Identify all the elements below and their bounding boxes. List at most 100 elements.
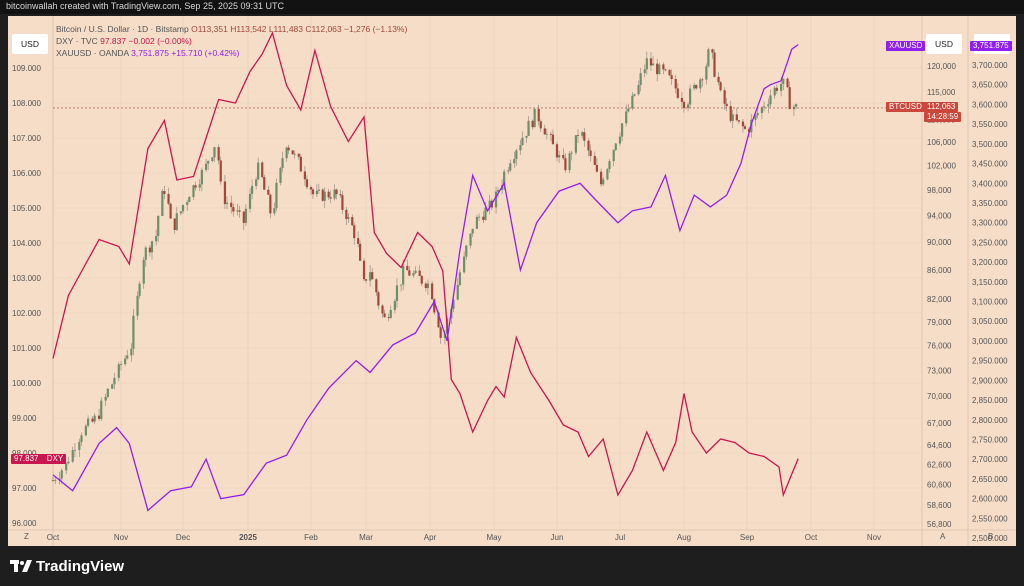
candle-body xyxy=(595,164,598,172)
btc-tick-label: 106,000 xyxy=(927,138,956,147)
candle-body xyxy=(148,247,152,253)
chart-frame[interactable]: 109.000 108.000 107.000 106.000 105.000 104.0… xyxy=(8,16,1016,546)
candle-body xyxy=(279,168,282,183)
time-tick-label: Oct xyxy=(805,533,818,542)
chart-canvas[interactable]: 109.000 108.000 107.000 106.000 105.000 104.0… xyxy=(8,16,1016,546)
candle-body xyxy=(181,204,185,212)
dxy-tag-value: 97.837 xyxy=(14,454,39,463)
candle-body xyxy=(627,108,630,112)
candle-body xyxy=(593,155,596,165)
candle-body xyxy=(437,312,440,328)
candle-body xyxy=(341,195,344,210)
tradingview-logo-icon[interactable] xyxy=(10,560,32,572)
candle-body xyxy=(250,185,254,194)
candle-body xyxy=(488,200,491,208)
legend-dxy[interactable]: DXY · TVC 97.837 −0.002 (−0.00%) xyxy=(56,36,192,46)
candle-body xyxy=(471,228,474,234)
candle-body xyxy=(533,108,536,128)
candle-body xyxy=(769,95,772,105)
scale-b-button[interactable]: B xyxy=(988,532,994,541)
legend-dxy-value: 97.837 xyxy=(100,36,127,46)
auto-scale-button[interactable]: A xyxy=(940,532,946,541)
candle-body xyxy=(273,208,276,214)
btc-tick-label: 98,000 xyxy=(927,186,952,195)
candle-body xyxy=(173,218,176,230)
btc-tick-label: 64,600 xyxy=(927,441,952,450)
dxy-series-line xyxy=(52,31,799,498)
candle-body xyxy=(414,270,417,274)
candle-body xyxy=(731,114,734,121)
brand-text[interactable]: TradingView xyxy=(36,558,125,575)
time-tick-label: Jun xyxy=(551,533,564,542)
candle-body xyxy=(539,121,542,129)
candle-body xyxy=(263,177,266,190)
candle-body xyxy=(138,283,141,296)
candle-body xyxy=(463,256,466,273)
candle-body xyxy=(788,87,791,110)
candle-body xyxy=(618,136,622,144)
candle-body xyxy=(399,284,403,286)
candle-body xyxy=(100,400,103,419)
btc-tick-label: 67,000 xyxy=(927,419,952,428)
candle-body xyxy=(760,107,764,113)
candle-body xyxy=(583,132,586,141)
legend-btc-close: C112,063 xyxy=(305,24,342,34)
candle-body xyxy=(161,191,164,216)
candle-body xyxy=(612,149,615,162)
candle-body xyxy=(353,225,356,239)
candle-body xyxy=(543,128,546,135)
candle-body xyxy=(213,147,216,158)
candle-body xyxy=(469,233,472,246)
candle-body xyxy=(309,187,313,190)
btc-currency-label[interactable]: USD xyxy=(926,34,962,54)
xau-tick-label: 3,200.000 xyxy=(972,258,1008,267)
xau-tick-label: 2,600.000 xyxy=(972,495,1008,504)
zoom-button[interactable]: Z xyxy=(24,532,29,541)
xau-series-line xyxy=(52,44,799,512)
candle-body xyxy=(664,69,667,71)
candle-body xyxy=(375,279,378,293)
xau-tick-label: 3,700.000 xyxy=(972,61,1008,70)
legend-xau[interactable]: XAUUSD · OANDA 3,751.875 +15.710 (+0.42%… xyxy=(56,48,239,58)
candle-body xyxy=(608,161,611,170)
xau-tick-label: 3,400.000 xyxy=(972,179,1008,188)
xau-tick-label: 3,600.000 xyxy=(972,100,1008,109)
candle-body xyxy=(465,245,468,257)
xau-tick-label: 2,950.000 xyxy=(972,357,1008,366)
btc-time-tag: 14:28:59 xyxy=(924,112,962,122)
candle-body xyxy=(169,203,172,219)
candle-body xyxy=(232,207,235,212)
candle-body xyxy=(285,147,288,159)
candle-body xyxy=(513,159,516,164)
candle-body xyxy=(475,216,479,229)
left-currency-label[interactable]: USD xyxy=(12,34,48,54)
candle-body xyxy=(676,88,679,98)
btc-value-tag: 112,063 xyxy=(924,102,959,112)
candle-body xyxy=(555,144,559,158)
btc-tick-label: 102,000 xyxy=(927,162,956,171)
candle-body xyxy=(699,79,702,89)
candle-body xyxy=(383,313,386,318)
candle-body xyxy=(130,348,133,356)
dxy-tick-label: 102.000 xyxy=(12,309,41,318)
candle-body xyxy=(701,79,704,81)
candle-body xyxy=(157,215,160,237)
xau-name-tag: XAUUSD xyxy=(886,41,926,51)
candle-body xyxy=(225,202,229,205)
candle-body xyxy=(321,189,324,201)
candle-body xyxy=(389,310,392,319)
candle-body xyxy=(364,279,368,281)
legend-btc[interactable]: Bitcoin / U.S. Dollar · 1D · Bitstamp O1… xyxy=(56,24,407,34)
candle-body xyxy=(113,377,116,385)
candle-body xyxy=(257,162,260,180)
btc-tick-label: 73,000 xyxy=(927,366,952,375)
btc-name-tag: BTCUSD xyxy=(886,102,925,112)
candle-body xyxy=(606,169,609,180)
btc-tick-label: 58,600 xyxy=(927,501,952,510)
candle-body xyxy=(104,396,107,401)
candle-body xyxy=(261,162,264,178)
dxy-tick-label: 99.000 xyxy=(12,414,37,423)
candle-body xyxy=(620,123,624,137)
candle-body xyxy=(408,270,411,276)
btc-tick-label: 115,000 xyxy=(927,88,956,97)
